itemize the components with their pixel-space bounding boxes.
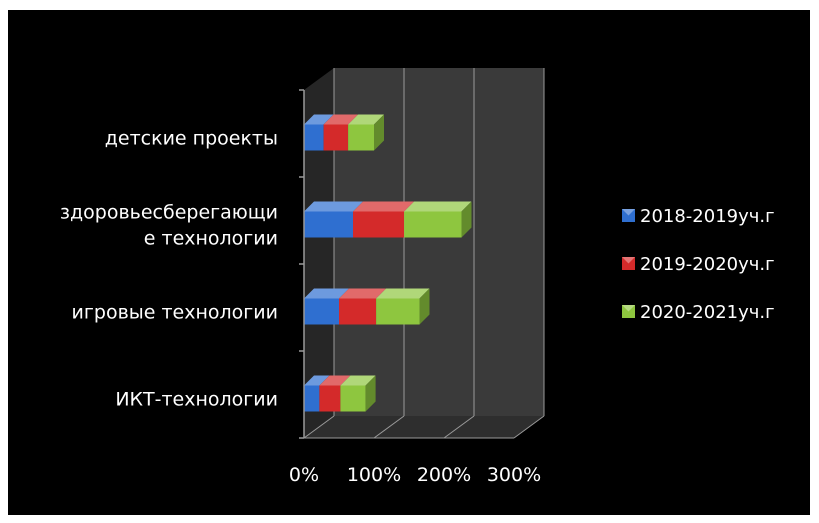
bar bbox=[323, 124, 349, 151]
floor-gridline bbox=[513, 415, 545, 439]
category-label: детские проекты bbox=[105, 128, 278, 150]
bar-group bbox=[304, 201, 472, 238]
side-wall bbox=[304, 68, 334, 438]
bar bbox=[304, 124, 324, 151]
bar-top bbox=[353, 201, 415, 212]
bar-top bbox=[339, 288, 387, 299]
bar-chart: ИКТ-технологии игровые технологии здоровье… bbox=[60, 68, 775, 486]
legend-label: 2020-2021уч.г bbox=[640, 302, 775, 323]
bar-top bbox=[340, 375, 376, 386]
bar bbox=[348, 124, 374, 151]
bar-group bbox=[304, 288, 430, 325]
legend-swatch-highlight bbox=[622, 305, 635, 312]
category-label: е технологии bbox=[144, 228, 278, 250]
bar-top bbox=[304, 114, 334, 125]
x-tick-labels: 0% 100% 200% 300% bbox=[289, 464, 541, 486]
bar-top bbox=[304, 288, 349, 299]
bar-top bbox=[323, 114, 359, 125]
x-tick-label: 300% bbox=[487, 464, 541, 486]
legend-item: 2019-2020уч.г bbox=[622, 254, 775, 275]
bar-end bbox=[461, 201, 472, 238]
bar bbox=[304, 298, 339, 325]
x-tick-label: 100% bbox=[347, 464, 401, 486]
bar-top bbox=[376, 288, 430, 299]
bar bbox=[353, 211, 405, 238]
bar-top bbox=[319, 375, 351, 386]
legend: 2018-2019уч.г 2019-2020уч.г 2020-2021уч.г bbox=[622, 206, 775, 323]
bar-end bbox=[365, 375, 376, 412]
bar-top bbox=[304, 375, 330, 386]
legend-swatch-highlight bbox=[622, 209, 635, 216]
bar-top bbox=[404, 201, 472, 212]
legend-item: 2018-2019уч.г bbox=[622, 206, 775, 227]
category-label: здоровьесберегающи bbox=[60, 202, 278, 224]
bar-end bbox=[374, 114, 384, 151]
chart-walls bbox=[304, 68, 544, 438]
floor bbox=[304, 416, 544, 438]
floor-gridline bbox=[303, 415, 335, 439]
bar bbox=[339, 298, 377, 325]
bar bbox=[376, 298, 420, 325]
chart-frame: ИКТ-технологии игровые технологии здоровье… bbox=[8, 10, 810, 515]
category-label: ИКТ-технологии bbox=[115, 389, 278, 411]
bar-top bbox=[304, 201, 363, 212]
x-tick-label: 200% bbox=[417, 464, 471, 486]
axes bbox=[299, 89, 514, 439]
legend-swatch-highlight bbox=[622, 257, 635, 264]
bar bbox=[304, 385, 320, 412]
back-wall bbox=[334, 68, 544, 416]
legend-label: 2019-2020уч.г bbox=[640, 254, 775, 275]
floor-gridline bbox=[373, 415, 405, 439]
bar-end bbox=[419, 288, 430, 325]
bar bbox=[304, 211, 353, 238]
bar bbox=[340, 385, 366, 412]
bar bbox=[319, 385, 341, 412]
category-labels: ИКТ-технологии игровые технологии здоровье… bbox=[60, 128, 278, 411]
floor-gridline bbox=[443, 415, 475, 439]
category-label: игровые технологии bbox=[72, 302, 278, 324]
legend-item: 2020-2021уч.г bbox=[622, 302, 775, 323]
bar-group bbox=[304, 114, 384, 151]
bar-group bbox=[304, 375, 376, 412]
bar-top bbox=[348, 114, 384, 125]
legend-label: 2018-2019уч.г bbox=[640, 206, 775, 227]
bars bbox=[304, 114, 472, 412]
x-tick-label: 0% bbox=[289, 464, 319, 486]
bar bbox=[404, 211, 462, 238]
